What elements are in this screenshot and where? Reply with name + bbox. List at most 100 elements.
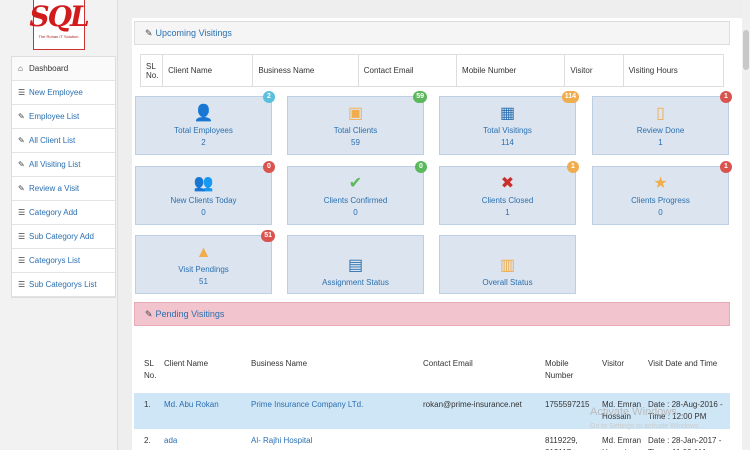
count-badge: 114	[561, 91, 579, 103]
count-badge: 1	[567, 161, 579, 173]
count-badge: 0	[415, 161, 427, 173]
stat-card-label: Overall Status	[482, 278, 533, 287]
list-icon: ☰	[18, 280, 26, 289]
logo-area: SQL The Rohan IT Solution	[0, 0, 117, 56]
home-icon: ⌂	[18, 64, 23, 73]
stat-card-value: 51	[199, 277, 208, 286]
upcoming-col-4: Mobile Number	[456, 54, 565, 87]
stat-card-label: Total Visitings	[483, 126, 532, 135]
activate-windows-watermark: Activate Windows	[590, 406, 677, 418]
sidebar-item-0[interactable]: ⌂ Dashboard	[12, 57, 115, 81]
stat-card-label: Clients Progress	[631, 196, 690, 205]
count-badge: 2	[263, 91, 275, 103]
sidebar-item-label: Sub Category Add	[29, 232, 94, 241]
upcoming-col-3: Contact Email	[357, 54, 457, 87]
pending-visitings: ✎ Pending Visitings SL No. Client Name Bu…	[134, 302, 730, 450]
x-icon: ✖	[500, 175, 515, 192]
sidebar-item-label: All Visiting List	[29, 160, 81, 169]
main-content: ✎ Upcoming Visitings SL No. Client Name Bu…	[134, 21, 732, 450]
row-visit-datetime: Date : 28-Jan-2017 -Time : 11:00 AM	[648, 436, 722, 450]
stat-card-0[interactable]: 👤 Total Employees 2 2	[135, 91, 275, 155]
stat-card-3[interactable]: ▯ Review Done 1 1	[592, 91, 732, 155]
sidebar-item-6[interactable]: ☰ Category Add	[12, 201, 115, 225]
row-mobile: 1755597215	[545, 400, 590, 409]
scrollbar-thumb[interactable]	[743, 30, 749, 70]
row-client-name[interactable]: Md. Abu Rokan	[164, 400, 219, 409]
stat-card-label: Clients Closed	[481, 196, 534, 205]
list-icon: ☰	[18, 208, 26, 217]
stat-card-9[interactable]: ▤ Assignment Status	[287, 235, 424, 294]
stat-card-value: 2	[201, 138, 206, 147]
sidebar-item-label: Employee List	[29, 112, 80, 121]
document-icon: ▯	[656, 105, 665, 122]
row-contact-email: rokan@prime-insurance.net	[423, 400, 522, 409]
list-icon: ☰	[18, 256, 26, 265]
pending-table-header: SL No. Client Name Business Name Contact …	[134, 358, 730, 392]
stat-card-value: 1	[505, 208, 510, 217]
stat-card-1[interactable]: ▣ Total Clients 59 59	[287, 91, 427, 155]
stat-card-10[interactable]: ▥ Overall Status	[439, 235, 576, 294]
table-row[interactable]: 1. Md. Abu Rokan Prime Insurance Company L…	[134, 393, 730, 429]
sidebar-item-label: Category Add	[29, 208, 78, 217]
sidebar-item-4[interactable]: ✎ All Visiting List	[12, 153, 115, 177]
edit-icon: ✎	[145, 27, 153, 38]
user-icon: 👤	[193, 105, 214, 122]
row-sl: 1.	[144, 400, 151, 409]
sidebar-item-7[interactable]: ☰ Sub Category Add	[12, 225, 115, 249]
sidebar-item-2[interactable]: ✎ Employee List	[12, 105, 115, 129]
stat-card-value: 1	[658, 138, 663, 147]
row-mobile: 8119229,812117	[545, 436, 578, 450]
logo-mark: SQL	[29, 0, 89, 33]
col-visit-datetime: Visit Date and Time	[648, 359, 718, 368]
stat-card-5[interactable]: ✔ Clients Confirmed 0 0	[287, 161, 427, 225]
col-mobile-number: Mobile Number	[545, 359, 574, 380]
edit-icon: ✎	[18, 184, 25, 193]
upcoming-col-6: Visiting Hours	[622, 54, 724, 87]
page-scrollbar[interactable]	[742, 0, 750, 450]
col-client-name: Client Name	[164, 359, 209, 368]
table-row[interactable]: 2. ada Al- Rajhi Hospital 8119229,812117 Md.…	[134, 429, 730, 450]
list-icon: ☰	[18, 232, 26, 241]
sidebar-item-8[interactable]: ☰ Categorys List	[12, 249, 115, 273]
stat-card-value: 0	[353, 208, 358, 217]
stat-card-6[interactable]: ✖ Clients Closed 1 1	[439, 161, 579, 225]
company-logo[interactable]: SQL The Rohan IT Solution	[29, 0, 90, 50]
sidebar-nav: ⌂ Dashboard ☰ New Employee ✎ Employee List ✎ Al…	[11, 56, 116, 298]
stat-card-label: Review Done	[636, 126, 685, 135]
row-client-name[interactable]: ada	[164, 436, 178, 445]
col-visitor: Visitor	[602, 359, 625, 368]
col-business-name: Business Name	[251, 359, 308, 368]
edit-icon: ✎	[145, 308, 153, 319]
stat-card-8[interactable]: ▲ Visit Pendings 51 51	[135, 230, 275, 294]
sidebar-item-label: Sub Categorys List	[29, 280, 97, 289]
row-business-name[interactable]: Al- Rajhi Hospital	[251, 436, 313, 445]
pending-visitings-title: Pending Visitings	[155, 309, 225, 319]
file-icon: ▤	[347, 257, 364, 274]
count-badge: 1	[720, 91, 732, 103]
stat-card-4[interactable]: 👥 New Clients Today 0 0	[135, 161, 275, 225]
row-visit-datetime: Date : 28-Aug-2016 - Time : 12:00 PM	[648, 400, 723, 421]
sidebar-item-3[interactable]: ✎ All Client List	[12, 129, 115, 153]
row-sl: 2.	[144, 436, 151, 445]
sidebar-item-5[interactable]: ✎ Review a Visit	[12, 177, 115, 201]
stat-card-label: Clients Confirmed	[323, 196, 388, 205]
stat-card-7[interactable]: ★ Clients Progress 0 1	[592, 161, 732, 225]
content-gutter	[118, 0, 132, 450]
stat-card-2[interactable]: ▦ Total Visitings 114 114	[439, 91, 579, 155]
row-business-name[interactable]: Prime Insurance Company LTd.	[251, 400, 364, 409]
upcoming-visitings-title: Upcoming Visitings	[155, 28, 232, 38]
sidebar-item-label: New Employee	[29, 88, 83, 97]
count-badge: 59	[413, 91, 427, 103]
clipboard-icon: ▥	[499, 257, 516, 274]
stat-card-label: Total Employees	[174, 126, 233, 135]
count-badge: 51	[261, 230, 275, 242]
check-icon: ✔	[348, 175, 363, 192]
stat-card-value: 0	[201, 208, 206, 217]
sidebar-item-1[interactable]: ☰ New Employee	[12, 81, 115, 105]
warning-icon: ▲	[195, 244, 212, 261]
sidebar-item-9[interactable]: ☰ Sub Categorys List	[12, 273, 115, 297]
sidebar-item-label: Review a Visit	[29, 184, 80, 193]
edit-icon: ✎	[18, 136, 25, 145]
